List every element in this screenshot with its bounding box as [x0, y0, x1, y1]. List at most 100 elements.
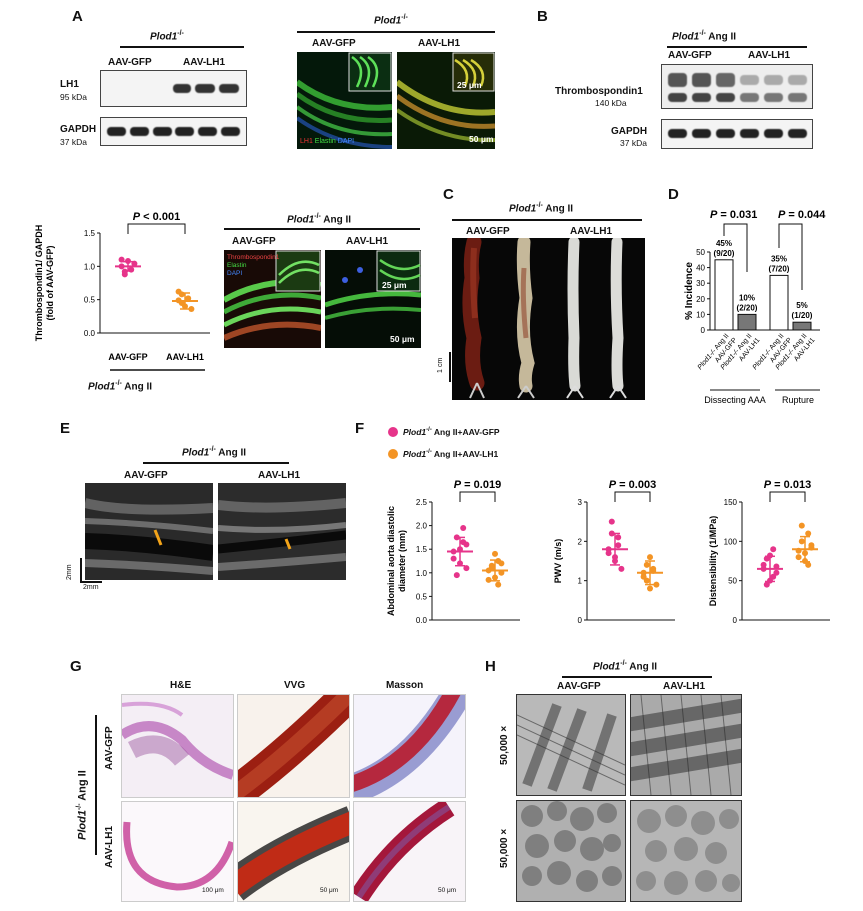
g-row-gfp: AAV-GFP — [104, 726, 115, 770]
c-scale-label: 1 cm — [437, 357, 444, 373]
data-point — [450, 555, 457, 562]
bar-fraction-label: (1/20) — [792, 311, 813, 320]
y-tick-label: 0 — [733, 616, 738, 625]
fibril-cross-section — [547, 801, 567, 821]
incidence-bar — [737, 313, 757, 331]
y-tick-label: 1 — [578, 577, 583, 586]
x-tick-label: AAV-LH1 — [166, 352, 204, 362]
a-if-main-scale: 50 μm — [469, 134, 494, 144]
y-tick-label: 50 — [696, 248, 705, 257]
a-blot-gfp: AAV-GFP — [108, 57, 152, 68]
y-tick-label: 10 — [696, 310, 705, 319]
a-if2-genotype: Plod1-/- Ang II — [287, 213, 352, 226]
e-ultrasound-gfp — [83, 483, 215, 580]
y-tick-label: 3 — [578, 498, 583, 507]
bar-percent-label: 45% — [716, 239, 732, 248]
b-tsp-row: Thrombospondin1 — [555, 86, 643, 97]
x-tick-label: AAV-GFP — [108, 352, 147, 362]
c-aorta-photo — [452, 234, 645, 400]
h-genotype: Plod1-/- Ang II — [593, 660, 658, 673]
y-tick-label: 0 — [578, 616, 583, 625]
e-genotype: Plod1-/- Ang II — [182, 446, 247, 459]
p-value: P = 0.013 — [764, 479, 811, 491]
data-point — [770, 573, 777, 580]
a-if-lh1-image: 25 μm 50 μm — [397, 52, 495, 149]
b-tsp-kda: 140 kDa — [595, 98, 627, 108]
panel-label-e: E — [60, 420, 71, 437]
f-legend-lh1-dot — [388, 449, 398, 459]
data-point — [615, 534, 622, 541]
h-lh1: AAV-LH1 — [663, 681, 706, 692]
f-legend-gfp: Plod1-/- Ang II+AAV-GFP — [388, 427, 500, 437]
c-gfp: AAV-GFP — [466, 226, 510, 237]
y-tick-label: 0.0 — [416, 616, 428, 625]
p-value-1: P = 0.031 — [710, 209, 757, 221]
significance-bracket — [769, 491, 806, 502]
a-if2-lh1: AAV-LH1 — [346, 236, 389, 247]
bar-fraction-label: (9/20) — [714, 249, 735, 258]
e-gfp: AAV-GFP — [124, 470, 168, 481]
significance-bracket — [127, 223, 186, 234]
a-if-gfp: AAV-GFP — [312, 38, 356, 49]
group-label: Dissecting AAA — [704, 395, 766, 405]
panel-label-c: C — [443, 186, 454, 203]
a-blot-gapdh-strip — [100, 117, 247, 146]
data-point — [770, 546, 777, 553]
a-if2-gfp: AAV-GFP — [232, 236, 276, 247]
data-point — [121, 271, 128, 278]
b-gapdh-row: GAPDH — [611, 126, 648, 137]
y-tick-label: 2.5 — [416, 498, 428, 507]
y-tick-label: 0.5 — [416, 592, 428, 601]
panel-label-f: F — [355, 420, 365, 437]
a-if-group-line — [297, 31, 495, 33]
significance-bracket — [778, 223, 803, 290]
a-if-lh1: AAV-LH1 — [418, 38, 461, 49]
h-em-gfp-cross — [516, 800, 626, 902]
data-point — [498, 560, 505, 567]
y-tick-label: 2 — [578, 537, 583, 546]
y-axis-label: Abdominal aorta diastolic — [386, 506, 396, 616]
significance-bracket — [723, 223, 748, 272]
f-distensibility-plot: 0 50 100 150 P = 0.013 Distensibility (1/MPa) — [700, 468, 850, 638]
fibril-cross-section — [637, 809, 661, 833]
panel-label-b: B — [537, 8, 548, 25]
g-he-gfp — [121, 694, 234, 798]
a-if2-group-line — [224, 228, 420, 230]
a-blot-lh1-kda: 95 kDa — [60, 92, 87, 102]
fibril-cross-section — [580, 837, 604, 861]
y-tick-label: 0.0 — [84, 329, 96, 338]
c-group-line — [452, 219, 642, 221]
data-point — [453, 572, 460, 579]
y-axis-label: PWV (m/s) — [553, 539, 563, 584]
y-tick-label: 50 — [728, 577, 737, 586]
c-lh1: AAV-LH1 — [570, 226, 613, 237]
panel-label-a: A — [72, 8, 83, 25]
a-if2-gfp-image: Thrombospondin1 Elastin DAPI — [224, 250, 321, 348]
b-gapdh-kda: 37 kDa — [620, 138, 647, 148]
significance-bracket — [459, 491, 496, 502]
y-tick-label: 40 — [696, 264, 705, 273]
g-row-lh1: AAV-LH1 — [104, 825, 115, 868]
d-incidence-chart: 0 10 20 30 40 50 45% (9/20) 10% (2/20) 35% (7/20) 5%… — [680, 200, 860, 410]
fibril-cross-section — [525, 834, 549, 858]
panel-label-h: H — [485, 658, 496, 675]
f-legend-gfp-dot — [388, 427, 398, 437]
fibril-cross-section — [570, 807, 594, 831]
data-point — [185, 295, 192, 302]
h-em-lh1-long — [630, 694, 742, 796]
b-gapdh-strip — [661, 119, 813, 149]
incidence-bar — [792, 321, 812, 331]
fibril-cross-section — [547, 861, 571, 885]
a-blot-lh1-row: LH1 — [60, 79, 79, 90]
bar-percent-label: 35% — [771, 254, 787, 263]
data-point — [805, 561, 812, 568]
data-point — [463, 565, 470, 572]
g-genotype: Plod1-/- Ang II — [76, 770, 89, 840]
fibril-cross-section — [691, 811, 715, 835]
y-tick-label: 20 — [696, 295, 705, 304]
fibril-cross-section — [665, 805, 687, 827]
a-blot-lh1: AAV-LH1 — [183, 57, 226, 68]
a-blot-genotype: Plod1-/- — [150, 30, 184, 43]
incidence-bar — [714, 259, 734, 331]
e-scale-h — [80, 581, 102, 583]
